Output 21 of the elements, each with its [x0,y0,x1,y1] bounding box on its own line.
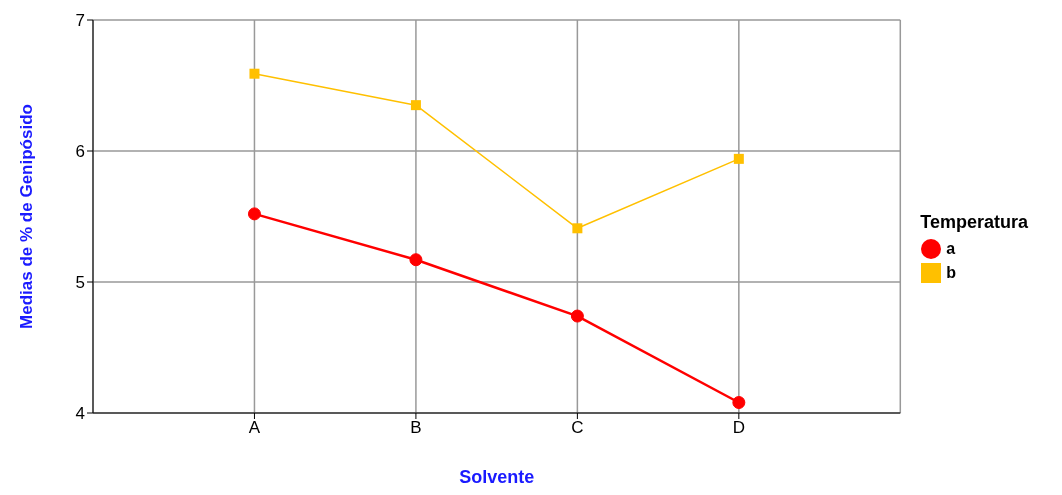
legend-label: a [946,239,956,258]
point [410,100,421,111]
x-tick-label: D [732,418,745,438]
point [570,309,584,323]
y-tick-label: 6 [75,142,85,162]
point [409,253,423,267]
legend-label: b [946,263,957,282]
point [247,207,261,221]
y-axis-title: Medias de % de Genipósido [17,104,37,329]
y-tick-label: 7 [75,11,85,31]
point [249,68,260,79]
x-tick-label: C [571,418,584,438]
legend-title: Temperatura [920,211,1028,233]
y-tick-label: 4 [75,404,85,424]
point [733,153,744,164]
y-tick-label: 5 [75,273,85,293]
point [732,396,746,410]
point [572,223,583,234]
x-axis-title: Solvente [459,467,535,487]
x-tick-label: B [410,418,422,438]
x-tick-label: A [248,418,261,438]
